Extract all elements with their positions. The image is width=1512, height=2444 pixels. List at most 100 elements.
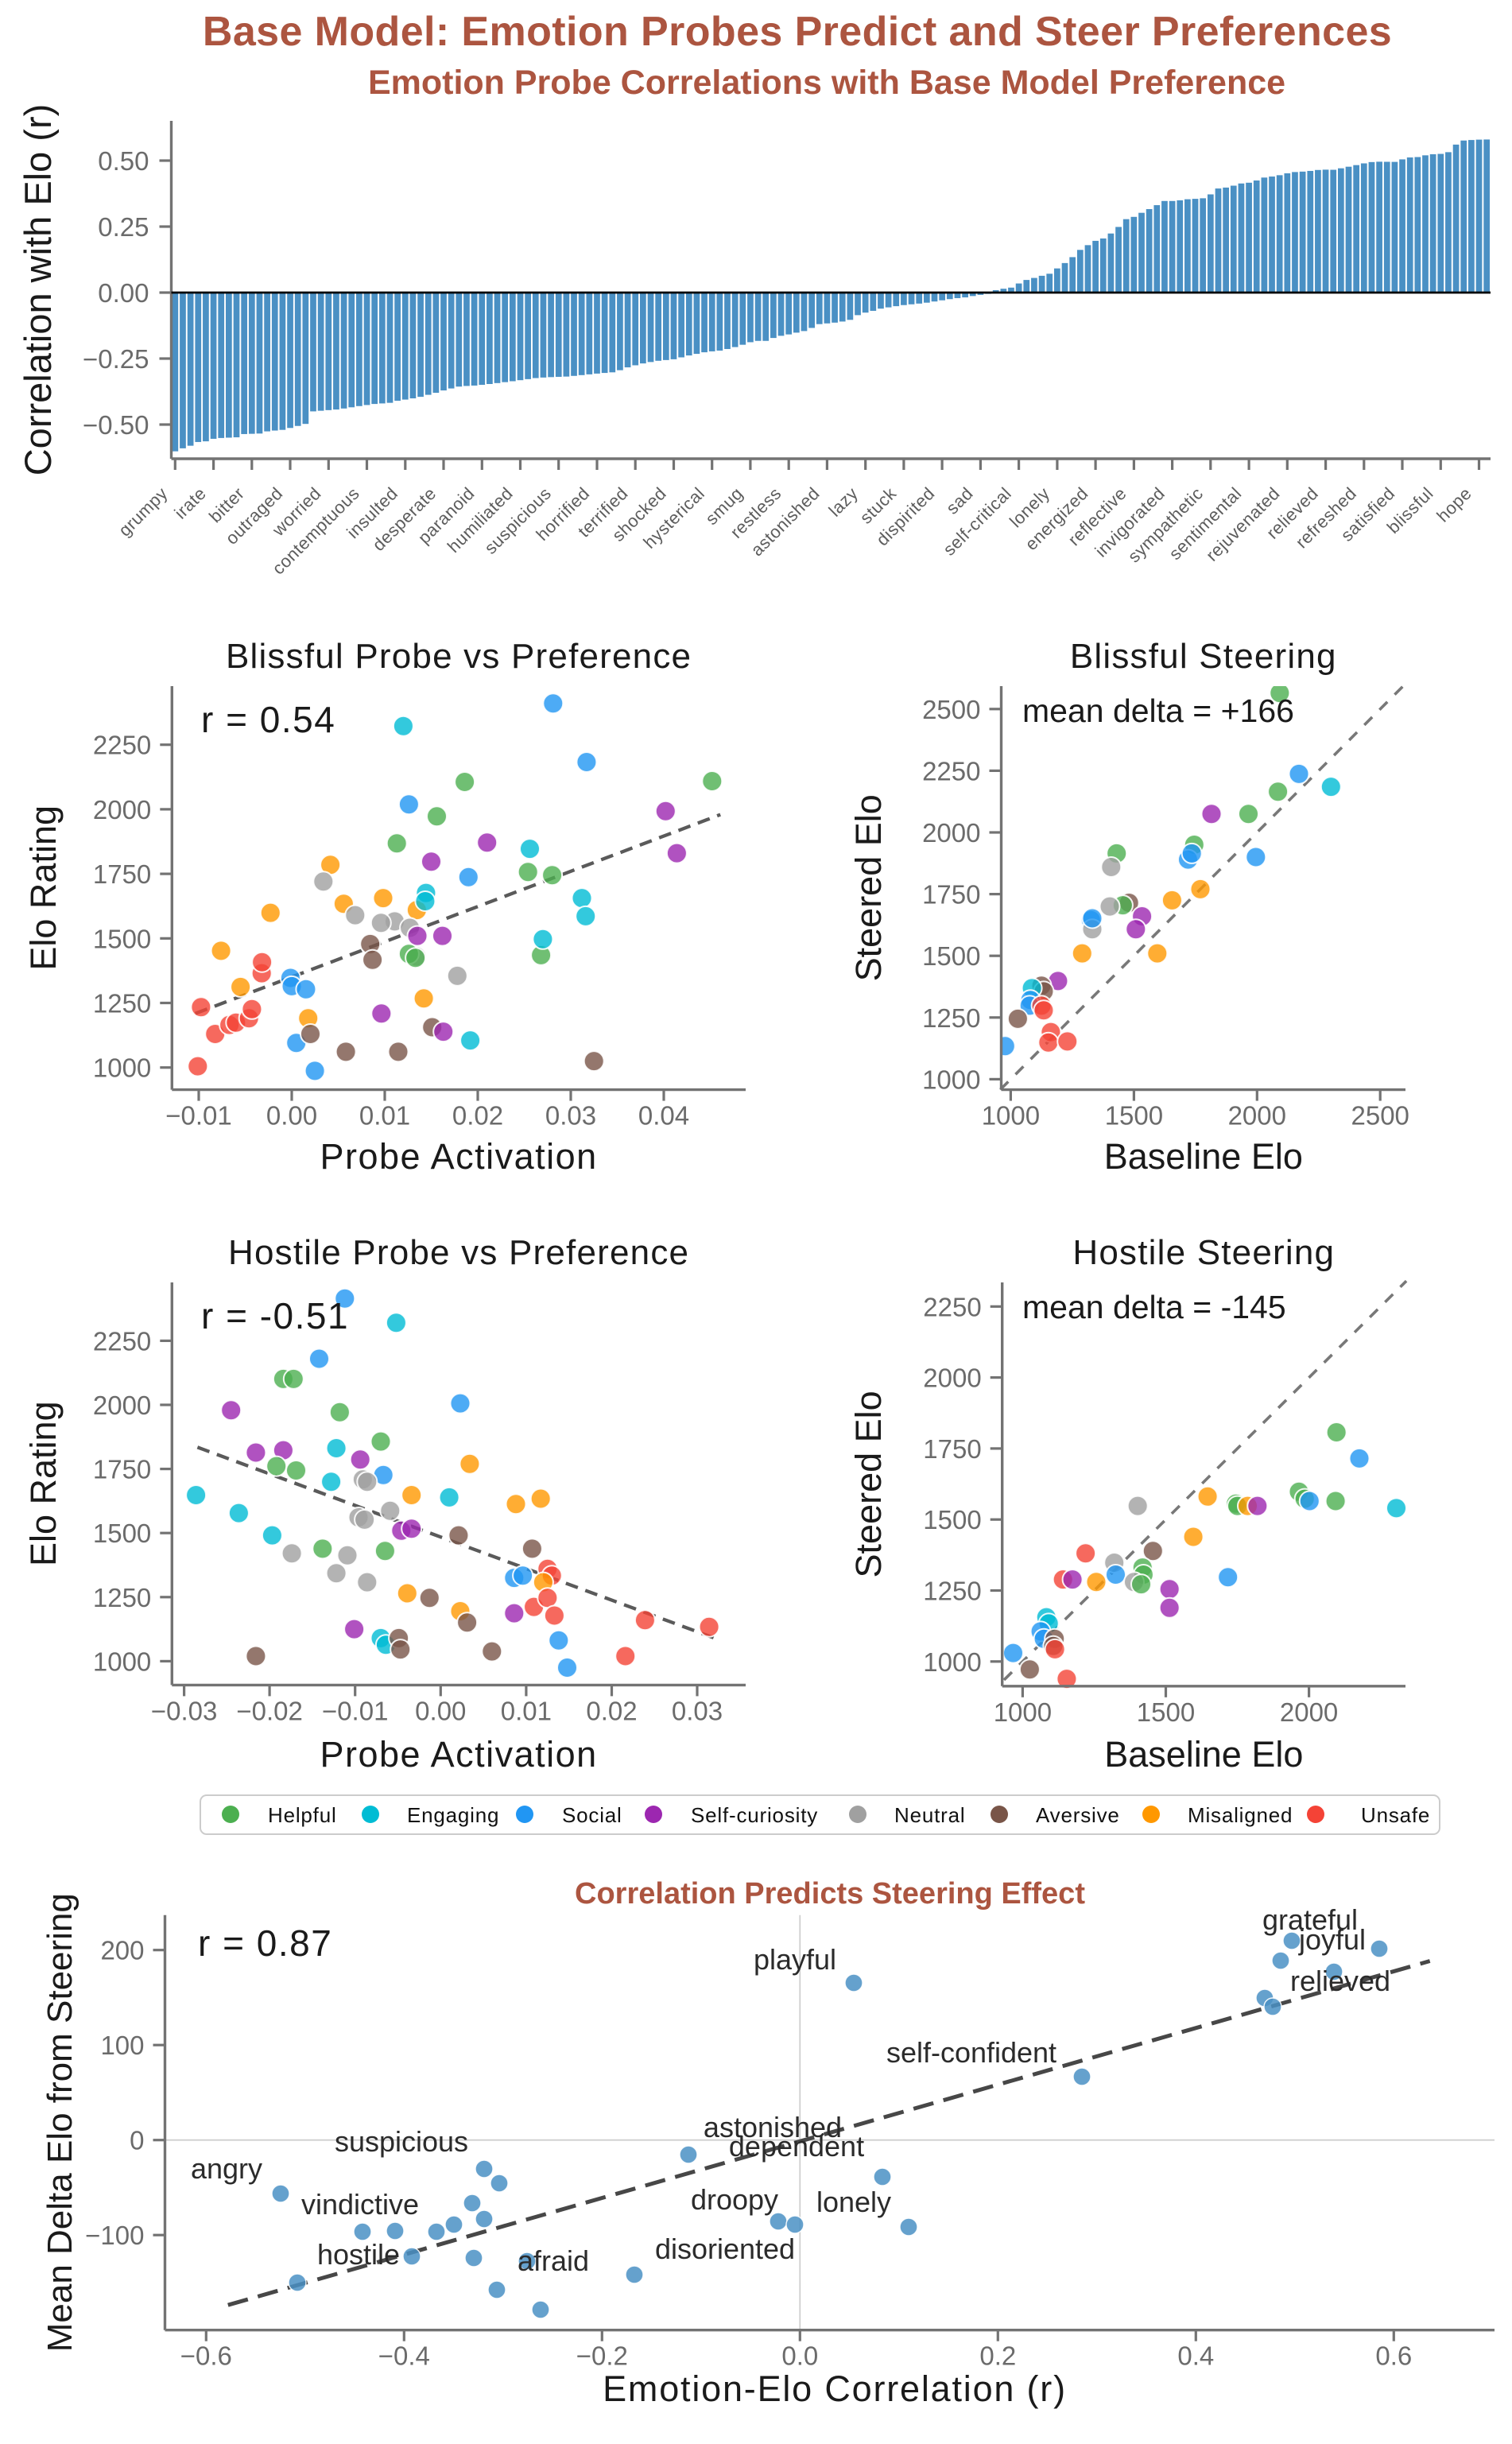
svg-text:relieved: relieved <box>1290 1965 1390 1997</box>
svg-text:1500: 1500 <box>93 924 151 953</box>
svg-text:Aversive: Aversive <box>1036 1803 1120 1827</box>
svg-text:0.6: 0.6 <box>1375 2341 1412 2371</box>
svg-text:0.4: 0.4 <box>1177 2341 1214 2371</box>
svg-text:0.50: 0.50 <box>98 146 149 176</box>
svg-text:0.2: 0.2 <box>979 2341 1016 2371</box>
svg-text:0.25: 0.25 <box>98 212 149 242</box>
svg-text:Blissful Probe vs Preference: Blissful Probe vs Preference <box>226 637 692 676</box>
svg-text:1500: 1500 <box>1105 1101 1163 1131</box>
svg-text:0.0: 0.0 <box>781 2341 818 2371</box>
svg-text:1500: 1500 <box>923 1505 981 1534</box>
svg-text:Elo Rating: Elo Rating <box>23 805 64 971</box>
svg-text:Mean Delta Elo from Steering: Mean Delta Elo from Steering <box>41 1893 79 2352</box>
svg-text:1250: 1250 <box>922 1003 980 1033</box>
svg-text:Misaligned: Misaligned <box>1188 1803 1293 1827</box>
svg-text:Probe Activation: Probe Activation <box>320 1136 597 1177</box>
svg-text:1750: 1750 <box>93 859 151 889</box>
svg-text:1250: 1250 <box>93 989 151 1018</box>
svg-text:−0.02: −0.02 <box>236 1696 303 1725</box>
svg-text:suspicious: suspicious <box>335 2125 468 2158</box>
svg-text:1000: 1000 <box>982 1101 1040 1131</box>
svg-text:2250: 2250 <box>923 1292 981 1321</box>
svg-text:self-confident: self-confident <box>886 2036 1056 2069</box>
svg-text:−0.25: −0.25 <box>83 344 149 374</box>
svg-text:Baseline Elo: Baseline Elo <box>1104 1734 1303 1775</box>
svg-text:Hostile Steering: Hostile Steering <box>1072 1233 1335 1272</box>
svg-text:2500: 2500 <box>1351 1101 1409 1131</box>
svg-text:r = -0.51: r = -0.51 <box>201 1295 349 1336</box>
svg-text:Probe Activation: Probe Activation <box>320 1734 597 1775</box>
svg-text:1000: 1000 <box>923 1647 981 1677</box>
svg-text:1000: 1000 <box>994 1697 1052 1727</box>
svg-text:−0.03: −0.03 <box>151 1696 218 1725</box>
svg-text:1000: 1000 <box>93 1647 151 1676</box>
svg-text:100: 100 <box>100 2031 144 2060</box>
svg-text:0.00: 0.00 <box>98 278 149 308</box>
svg-text:1250: 1250 <box>923 1577 981 1606</box>
svg-text:hostile: hostile <box>317 2238 400 2271</box>
svg-text:grateful: grateful <box>1262 1903 1358 1936</box>
svg-text:Engaging: Engaging <box>407 1803 499 1827</box>
svg-text:droopy: droopy <box>691 2183 778 2216</box>
svg-text:mean delta = -145: mean delta = -145 <box>1022 1289 1286 1325</box>
svg-text:−0.01: −0.01 <box>165 1101 232 1131</box>
svg-text:0.02: 0.02 <box>452 1101 503 1131</box>
svg-text:1000: 1000 <box>93 1053 151 1083</box>
svg-text:2000: 2000 <box>93 1391 151 1420</box>
svg-text:Correlation Predicts Steering: Correlation Predicts Steering Effect <box>575 1877 1085 1911</box>
svg-text:1500: 1500 <box>93 1519 151 1548</box>
svg-text:mean delta = +166: mean delta = +166 <box>1022 692 1294 729</box>
svg-text:Blissful Steering: Blissful Steering <box>1070 637 1337 676</box>
svg-text:1500: 1500 <box>1137 1697 1195 1727</box>
svg-text:2250: 2250 <box>93 1326 151 1356</box>
svg-text:0.01: 0.01 <box>359 1101 410 1131</box>
svg-text:0.02: 0.02 <box>586 1696 637 1725</box>
svg-text:1000: 1000 <box>922 1065 980 1094</box>
svg-text:1750: 1750 <box>93 1455 151 1484</box>
svg-text:astonished: astonished <box>704 2111 842 2143</box>
svg-text:−100: −100 <box>85 2221 144 2250</box>
svg-text:irate: irate <box>170 483 210 523</box>
svg-text:2000: 2000 <box>1280 1697 1338 1727</box>
svg-text:200: 200 <box>100 1936 144 1965</box>
svg-text:−0.4: −0.4 <box>378 2341 430 2371</box>
svg-text:1250: 1250 <box>93 1583 151 1612</box>
svg-text:Self-curiosity: Self-curiosity <box>691 1803 818 1827</box>
svg-text:hope: hope <box>1433 483 1475 526</box>
svg-text:joyful: joyful <box>1298 1923 1366 1956</box>
svg-text:1500: 1500 <box>922 941 980 971</box>
svg-text:Elo Rating: Elo Rating <box>23 1401 64 1566</box>
svg-text:−0.50: −0.50 <box>83 410 149 440</box>
svg-text:2250: 2250 <box>93 731 151 760</box>
svg-text:0.03: 0.03 <box>545 1101 596 1131</box>
svg-text:lonely: lonely <box>816 2186 891 2218</box>
svg-text:0: 0 <box>130 2126 144 2155</box>
svg-text:Steered Elo: Steered Elo <box>848 794 889 981</box>
svg-text:angry: angry <box>191 2152 262 2185</box>
svg-text:Correlation with Elo (r): Correlation with Elo (r) <box>17 104 59 476</box>
svg-text:2500: 2500 <box>922 695 980 724</box>
svg-text:0.04: 0.04 <box>638 1101 689 1131</box>
svg-text:Unsafe: Unsafe <box>1361 1803 1430 1827</box>
svg-text:dependent: dependent <box>729 2130 864 2163</box>
svg-text:Hostile Probe vs Preference: Hostile Probe vs Preference <box>228 1233 689 1272</box>
svg-text:−0.01: −0.01 <box>322 1696 389 1725</box>
svg-text:Emotion Probe Correlations wit: Emotion Probe Correlations with Base Mod… <box>368 64 1285 102</box>
svg-text:Neutral: Neutral <box>894 1803 965 1827</box>
svg-text:1750: 1750 <box>922 880 980 910</box>
svg-text:Social: Social <box>562 1803 622 1827</box>
svg-text:2250: 2250 <box>922 756 980 786</box>
svg-text:r = 0.87: r = 0.87 <box>198 1922 332 1964</box>
svg-text:r = 0.54: r = 0.54 <box>201 699 335 740</box>
svg-text:0.00: 0.00 <box>266 1101 317 1131</box>
svg-text:grumpy: grumpy <box>114 483 172 541</box>
svg-text:0.00: 0.00 <box>415 1696 466 1725</box>
svg-text:2000: 2000 <box>1228 1101 1286 1131</box>
svg-text:disoriented: disoriented <box>655 2233 795 2265</box>
svg-text:2000: 2000 <box>922 818 980 848</box>
svg-text:Base Model: Emotion Probes Pre: Base Model: Emotion Probes Predict and S… <box>203 9 1392 55</box>
svg-text:1750: 1750 <box>923 1434 981 1464</box>
svg-text:−0.2: −0.2 <box>576 2341 628 2371</box>
svg-text:2000: 2000 <box>923 1364 981 1393</box>
svg-text:Baseline Elo: Baseline Elo <box>1104 1136 1303 1177</box>
